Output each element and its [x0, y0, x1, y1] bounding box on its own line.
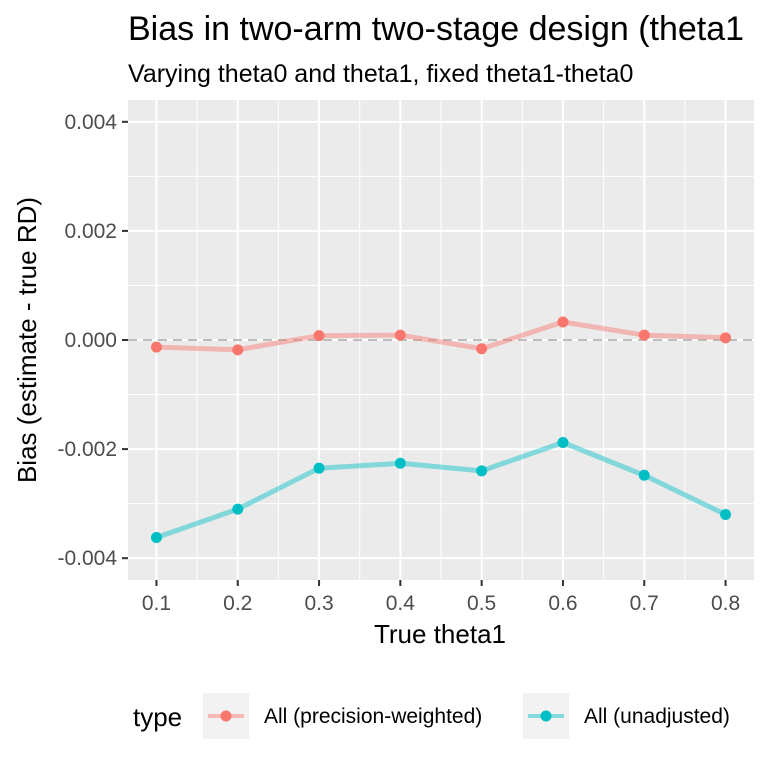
data-point	[394, 457, 406, 469]
legend-title: type	[133, 702, 182, 732]
data-point	[476, 343, 488, 355]
data-point	[394, 329, 406, 341]
y-tick-label: 0.004	[64, 111, 117, 134]
x-tick-label: 0.6	[548, 592, 577, 615]
major-gridlines	[128, 100, 754, 580]
data-point	[557, 437, 569, 449]
chart-subtitle: Varying theta0 and theta1, fixed theta1-…	[128, 60, 633, 88]
x-tick-label: 0.2	[223, 592, 252, 615]
series-line-1	[155, 440, 727, 540]
series-line-0	[156, 319, 726, 353]
x-axis: 0.1 0.2 0.3 0.4 0.5 0.6 0.7 0.8	[142, 580, 740, 615]
x-axis-title: True theta1	[374, 619, 506, 649]
x-tick-label: 0.1	[142, 592, 171, 615]
y-tick-label: 0.002	[64, 220, 117, 243]
data-point	[313, 462, 325, 474]
legend-item-precision-weighted: All (precision-weighted)	[203, 693, 482, 739]
y-axis: 0.004 0.002 0.000 -0.002 -0.004	[57, 111, 128, 570]
y-tick-label: -0.002	[57, 438, 117, 461]
x-tick-label: 0.8	[711, 592, 740, 615]
data-point	[720, 509, 732, 521]
data-point	[150, 531, 162, 543]
y-axis-title: Bias (estimate - true RD)	[12, 197, 42, 483]
x-tick-label: 0.7	[630, 592, 659, 615]
legend-label: All (unadjusted)	[584, 705, 730, 728]
data-point	[557, 316, 569, 328]
x-tick-label: 0.4	[386, 592, 416, 615]
data-point	[232, 503, 244, 515]
data-point	[638, 469, 650, 481]
data-point	[638, 329, 650, 341]
chart-title: Bias in two-arm two-stage design (theta1	[128, 10, 744, 48]
data-point	[476, 465, 488, 477]
data-point	[232, 344, 244, 356]
legend-key-point	[220, 710, 232, 722]
data-point	[313, 330, 325, 342]
x-tick-label: 0.5	[467, 592, 496, 615]
series-layer	[150, 316, 732, 543]
y-tick-label: 0.000	[64, 329, 117, 352]
legend-key-point	[540, 710, 552, 722]
y-tick-label: -0.004	[57, 547, 117, 570]
data-point	[720, 332, 732, 344]
legend-item-unadjusted: All (unadjusted)	[523, 693, 730, 739]
data-point	[150, 341, 162, 353]
x-tick-label: 0.3	[304, 592, 333, 615]
legend: type All (precision-weighted) All (unadj…	[133, 693, 730, 739]
legend-label: All (precision-weighted)	[264, 705, 482, 728]
